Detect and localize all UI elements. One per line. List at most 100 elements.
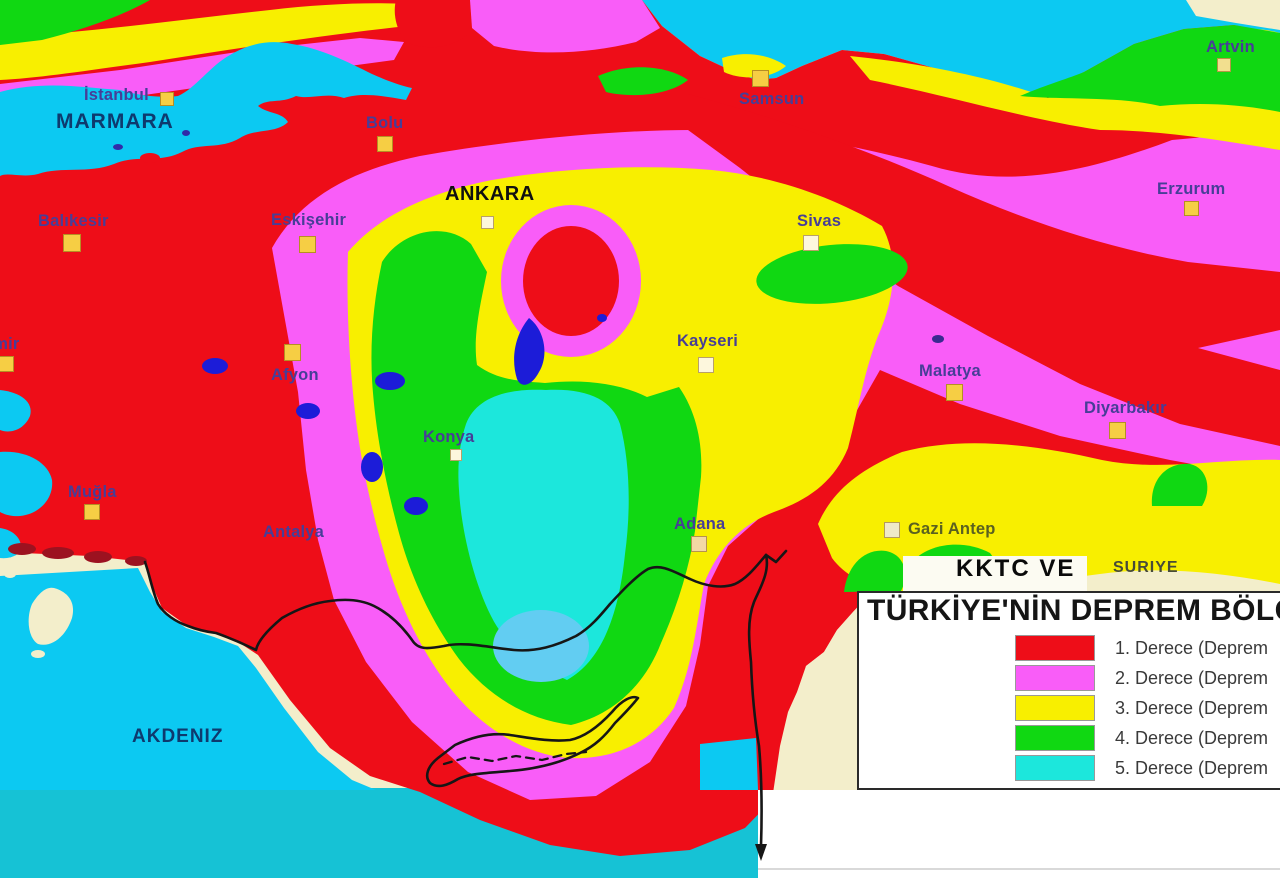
page-faint-line xyxy=(758,868,1280,870)
city-marker-bolu xyxy=(377,136,393,152)
lake-7 xyxy=(932,335,944,343)
legend-swatch-1 xyxy=(1015,635,1095,661)
dark-islet-2 xyxy=(42,547,74,559)
lake-2 xyxy=(296,403,320,419)
legend-swatch-3 xyxy=(1015,695,1095,721)
sea-label-marmara: MARMARA xyxy=(56,110,174,133)
legend-item-label-1: 1. Derece (Deprem xyxy=(1115,638,1269,658)
legend-item-label-5: 5. Derece (Deprem xyxy=(1115,758,1269,778)
legend-box: TÜRKİYE'NİN DEPREM BÖLGELERİ 1. Derece (… xyxy=(857,591,1280,790)
legend-item-label-4: 4. Derece (Deprem xyxy=(1115,728,1269,748)
city-label-bolu: Bolu xyxy=(366,114,404,132)
city-marker-mugla xyxy=(84,504,100,520)
islet-2 xyxy=(31,650,45,658)
island-rhodes xyxy=(28,587,74,645)
black-sea xyxy=(620,0,1280,98)
top-zone1-blob xyxy=(394,0,474,48)
dark-islet-3 xyxy=(84,551,112,563)
city-marker-konya xyxy=(450,449,462,461)
city-label-ankara: ANKARA xyxy=(445,183,535,205)
zone5-light-sea-patch xyxy=(493,610,589,682)
city-marker-eskisehir xyxy=(299,236,316,253)
border-arrow xyxy=(755,844,767,861)
city-label-antalya: Antalya xyxy=(263,523,325,541)
legend-swatch-2 xyxy=(1015,665,1095,691)
lake-4 xyxy=(361,452,383,482)
mediterranean-sea xyxy=(0,568,376,790)
lake-3 xyxy=(375,372,405,390)
legend-title: TÜRKİYE'NİN DEPREM BÖLGELERİ xyxy=(867,594,1280,627)
city-label-diyarbakir: Diyarbakır xyxy=(1084,399,1167,417)
marmara-island xyxy=(140,153,160,163)
city-label-erzurum: Erzurum xyxy=(1157,180,1226,198)
city-label-malatya: Malatya xyxy=(919,362,981,380)
thrace-zone4-corner xyxy=(0,0,150,45)
city-marker-sivas xyxy=(803,235,819,251)
city-marker-izmir xyxy=(0,356,14,372)
city-label-istanbul: İstanbul xyxy=(84,86,149,104)
city-marker-artvin xyxy=(1217,58,1231,72)
ankara-zone1-oval xyxy=(523,226,619,336)
city-marker-erzurum xyxy=(1184,201,1199,216)
city-label-kayseri: Kayseri xyxy=(677,332,739,350)
aegean-inlet-2 xyxy=(0,451,53,517)
city-label-sivas: Sivas xyxy=(797,212,842,230)
zone5-core xyxy=(458,389,629,680)
lake-5 xyxy=(404,497,428,515)
city-label-izmir: İzmir xyxy=(0,335,20,353)
zone4-east-patch xyxy=(1151,463,1208,506)
city-marker-diyarbakir xyxy=(1109,422,1126,439)
lakes xyxy=(202,314,944,515)
city-marker-istanbul xyxy=(160,92,174,106)
islet-1 xyxy=(4,570,16,578)
city-label-konya: Konya xyxy=(423,428,475,446)
city-marker-samsun xyxy=(752,70,769,87)
city-marker-malatya xyxy=(946,384,963,401)
legend-item-label-2: 2. Derece (Deprem xyxy=(1115,668,1269,688)
thrace-zone3-band xyxy=(0,3,408,80)
city-label-adana: Adana xyxy=(674,515,726,533)
syria-border-line xyxy=(747,553,769,848)
city-marker-ankara xyxy=(481,216,494,229)
city-marker-balikesir xyxy=(63,234,81,252)
lake-6 xyxy=(597,314,607,322)
turkey-south-coastline xyxy=(143,553,768,652)
city-marker-adana xyxy=(691,536,707,552)
marmara-sea xyxy=(0,42,412,176)
top-zone2-wedge xyxy=(470,0,660,53)
city-label-samsun: Samsun xyxy=(739,90,805,108)
zone2-east-notch xyxy=(1198,330,1280,370)
zone4-antep-lobe-1 xyxy=(844,550,906,592)
region-label-suriye: SURIYE xyxy=(1113,559,1179,576)
city-label-mugla: Muğla xyxy=(68,483,117,501)
marmara-dot-1 xyxy=(113,144,123,150)
border-zigzag xyxy=(764,549,788,564)
city-label-eskisehir: Eskişehir xyxy=(271,211,347,229)
zone4-samsun-patch xyxy=(598,67,688,96)
city-label-balikesir: Balıkesir xyxy=(38,212,109,230)
zone1-east-fault-band xyxy=(688,94,1280,446)
city-label-gazi-antep: Gazi Antep xyxy=(908,520,996,538)
georgia-corner xyxy=(1186,0,1280,30)
lake-1 xyxy=(202,358,228,374)
page-white-area xyxy=(758,790,1280,878)
zone4-northeast-band xyxy=(1020,25,1280,112)
zone3-samsun-sliver xyxy=(722,54,786,78)
cyprus-outline xyxy=(425,695,640,788)
zone4-sivas-patch xyxy=(756,244,908,304)
city-marker-afyon xyxy=(284,344,301,361)
marmara-dot-2 xyxy=(182,130,190,136)
aegean-inlet-1 xyxy=(0,390,31,432)
city-label-artvin: Artvin xyxy=(1206,38,1255,56)
legend-swatch-4 xyxy=(1015,725,1095,751)
lake-tuz xyxy=(514,318,545,385)
kktc-caption-strip xyxy=(903,556,1087,592)
region-label-kktc: KKTC VE xyxy=(956,555,1076,582)
legend-item-label-3: 3. Derece (Deprem xyxy=(1115,698,1269,718)
cyprus-partition-line xyxy=(442,750,588,766)
city-marker-kayseri xyxy=(698,357,714,373)
sea-label-akdeniz: AKDENIZ xyxy=(132,726,224,747)
legend-swatch-5 xyxy=(1015,755,1095,781)
